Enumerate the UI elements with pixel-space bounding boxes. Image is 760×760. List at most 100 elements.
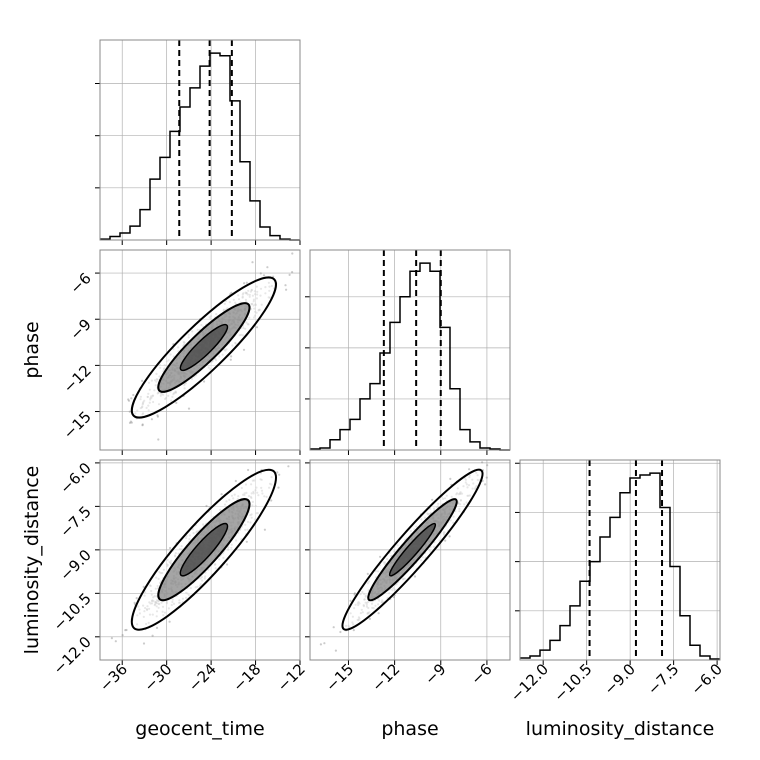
sample-point bbox=[276, 471, 279, 474]
sample-point bbox=[247, 468, 250, 472]
x-tick-label: −30 bbox=[140, 660, 175, 695]
panel-2d-phase-vs-geocent-time bbox=[95, 249, 301, 455]
y-axis-title-luminosity-distance: luminosity_distance bbox=[21, 466, 43, 655]
tick-marks bbox=[305, 462, 488, 665]
x-tick-label: −12 bbox=[368, 660, 403, 695]
sample-point bbox=[127, 398, 130, 401]
sample-point bbox=[124, 629, 127, 632]
sample-point bbox=[229, 358, 232, 361]
y-tick-label: −9 bbox=[66, 315, 94, 343]
y-tick-label: −10.5 bbox=[50, 589, 95, 634]
sample-point bbox=[135, 597, 138, 600]
sample-point bbox=[128, 421, 132, 424]
sample-point bbox=[128, 410, 131, 413]
sample-point bbox=[234, 479, 237, 483]
sample-point bbox=[157, 438, 160, 441]
y-tick-label: −15 bbox=[60, 408, 95, 443]
sample-point bbox=[132, 393, 135, 397]
sample-point bbox=[353, 592, 356, 595]
y-tick-label: −12 bbox=[60, 362, 95, 397]
sample-point bbox=[266, 266, 269, 269]
y-tick-label: −7.5 bbox=[56, 503, 94, 541]
histogram-step-line bbox=[310, 262, 510, 451]
sample-point bbox=[448, 535, 451, 538]
sample-point bbox=[142, 642, 146, 645]
x-tick-label: −15 bbox=[322, 660, 357, 695]
tick-marks bbox=[95, 83, 301, 245]
density-contour bbox=[179, 522, 229, 577]
sample-point bbox=[332, 626, 335, 629]
sample-point bbox=[263, 528, 266, 531]
x-tick-label: −9.0 bbox=[600, 660, 638, 698]
sample-point bbox=[130, 397, 133, 400]
sample-point bbox=[486, 464, 489, 467]
panel-frame bbox=[99, 459, 301, 661]
sample-point bbox=[349, 599, 352, 602]
sample-point bbox=[468, 468, 471, 471]
y-tick-label: −6.0 bbox=[56, 459, 94, 497]
sample-point bbox=[127, 399, 131, 402]
sample-point bbox=[485, 476, 488, 479]
sample-point bbox=[141, 423, 144, 426]
sample-point bbox=[141, 424, 144, 427]
sample-point bbox=[413, 575, 417, 578]
tick-marks bbox=[305, 296, 488, 455]
sample-point bbox=[226, 563, 229, 566]
density-contours bbox=[341, 468, 484, 631]
sample-point bbox=[168, 620, 171, 623]
sample-point bbox=[129, 420, 132, 423]
panel-hist-geocent-time bbox=[95, 39, 301, 245]
x-axis-title-luminosity-distance: luminosity_distance bbox=[526, 718, 715, 740]
sample-point bbox=[142, 585, 145, 588]
sample-point bbox=[230, 355, 233, 358]
sample-point bbox=[243, 282, 246, 285]
sample-point bbox=[121, 634, 124, 637]
sample-point bbox=[155, 626, 159, 629]
x-tick-label: −6.0 bbox=[687, 660, 725, 698]
sample-point bbox=[353, 593, 356, 596]
sample-point bbox=[392, 596, 395, 599]
sample-point bbox=[323, 642, 326, 645]
sample-point bbox=[110, 637, 113, 640]
sample-point bbox=[291, 271, 294, 274]
sample-point bbox=[150, 418, 153, 421]
sample-point bbox=[339, 630, 342, 634]
panel-frame bbox=[309, 459, 511, 661]
sample-point bbox=[334, 649, 337, 652]
sample-point bbox=[277, 486, 280, 489]
sample-point bbox=[251, 261, 254, 264]
x-tick-label: −6 bbox=[467, 660, 495, 688]
sample-point bbox=[288, 273, 291, 276]
sample-point bbox=[125, 628, 128, 632]
y-tick-label: −12.0 bbox=[50, 633, 95, 678]
tick-marks bbox=[95, 462, 301, 665]
x-tick-label: −10.5 bbox=[550, 660, 595, 705]
x-tick-label: −9 bbox=[421, 660, 449, 688]
sample-point bbox=[379, 555, 382, 558]
sample-point bbox=[262, 274, 266, 277]
sample-point bbox=[156, 415, 159, 418]
panel-frame bbox=[99, 249, 301, 451]
sample-point bbox=[278, 473, 281, 476]
density-contour bbox=[388, 522, 437, 577]
tick-marks bbox=[515, 462, 718, 665]
panel-frame bbox=[519, 459, 721, 661]
tick-marks bbox=[95, 272, 301, 455]
sample-point bbox=[151, 634, 154, 637]
sample-point bbox=[259, 272, 262, 275]
sample-point bbox=[205, 504, 208, 508]
sample-point bbox=[366, 572, 369, 575]
quantile-lines bbox=[178, 40, 233, 240]
sample-point bbox=[203, 380, 206, 383]
sample-point bbox=[255, 326, 259, 329]
x-axis-title-phase: phase bbox=[381, 718, 438, 740]
sample-point bbox=[242, 348, 246, 351]
density-contours bbox=[130, 276, 277, 419]
panel-2d-luminosity-distance-vs-geocent-time bbox=[95, 459, 301, 665]
sample-point bbox=[368, 617, 371, 620]
sample-point bbox=[481, 461, 484, 464]
sample-point bbox=[245, 281, 248, 284]
x-tick-label: −36 bbox=[96, 660, 131, 695]
y-tick-label: −9.0 bbox=[56, 546, 94, 584]
